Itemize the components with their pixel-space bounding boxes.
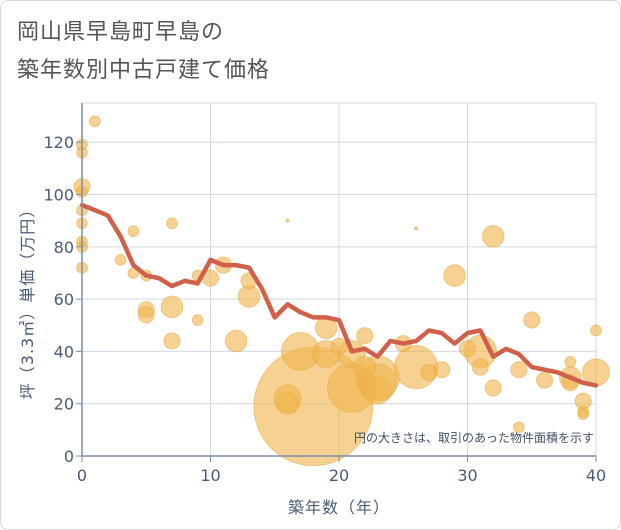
y-tick-label: 80 — [54, 238, 74, 257]
bubble — [413, 226, 419, 231]
bubble — [564, 355, 577, 368]
y-axis-label: 坪（3.3㎡）単価（万円） — [18, 201, 37, 399]
bubble — [536, 371, 554, 389]
bubble — [285, 218, 290, 223]
trend-line — [79, 202, 599, 388]
chart-title-line2: 築年数別中古戸建て価格 — [17, 58, 271, 83]
bubble — [590, 324, 602, 337]
x-axis-label: 築年数（年） — [288, 498, 390, 517]
bubble — [443, 264, 466, 287]
bubble — [114, 253, 127, 266]
bubble — [356, 327, 374, 345]
bubble — [484, 379, 502, 397]
axes: 0 10 20 30 40 0 20 40 60 80 100 120 — [43, 103, 606, 485]
chart-title-line1: 岡山県早島町早島の — [17, 20, 225, 45]
bubble — [433, 361, 451, 379]
bubble — [166, 217, 178, 230]
bubble — [127, 225, 140, 238]
y-tick-label: 40 — [54, 342, 74, 361]
bubble-layer — [73, 115, 610, 467]
x-tick-label: 30 — [457, 466, 477, 485]
bubble — [471, 358, 489, 376]
x-tick-label: 20 — [329, 466, 349, 485]
bubble — [160, 295, 184, 319]
y-tick-label: 20 — [54, 395, 74, 414]
y-tick-label: 100 — [43, 186, 74, 205]
bubble — [510, 361, 528, 379]
bubble — [163, 332, 181, 350]
bubble — [191, 314, 204, 326]
bubble — [88, 115, 101, 128]
bubble — [513, 421, 525, 434]
bubble — [276, 392, 299, 416]
bubble — [137, 306, 155, 324]
x-tick-label: 40 — [586, 466, 606, 485]
bubble — [458, 340, 477, 358]
bubble — [353, 355, 377, 379]
bubble — [523, 311, 541, 329]
bubble — [577, 408, 590, 421]
bubble-size-note: 円の大きさは、取引のあった物件面積を示す — [354, 430, 594, 445]
bubble — [363, 376, 392, 405]
x-tick-label: 0 — [77, 466, 87, 485]
bubble — [481, 225, 505, 248]
bubble — [330, 337, 348, 355]
x-tick-label: 10 — [200, 466, 220, 485]
y-tick-label: 60 — [54, 290, 74, 309]
bubble — [224, 329, 248, 353]
y-tick-label: 120 — [43, 133, 74, 152]
y-tick-label: 0 — [64, 447, 74, 466]
